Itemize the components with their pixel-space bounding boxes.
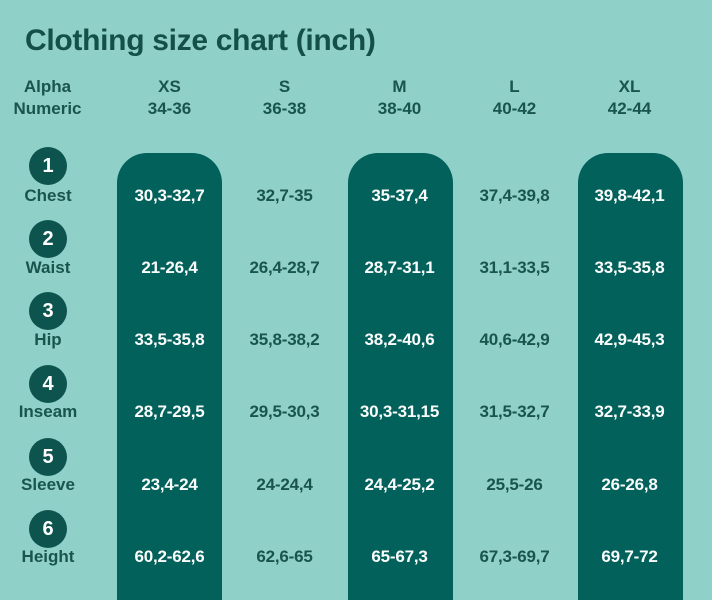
value-waist-xl: 33,5-35,8	[594, 258, 665, 277]
page-title: Clothing size chart (inch)	[25, 24, 376, 57]
value-sleeve-l: 25,5-26	[486, 475, 543, 494]
row-label-inseam: Inseam	[18, 402, 78, 421]
row-number-badge: 6	[29, 510, 67, 548]
value-chest-l: 37,4-39,8	[479, 186, 550, 205]
header-alpha-numeric: Alpha Numeric	[0, 76, 105, 120]
value-sleeve-xs: 23,4-24	[141, 475, 198, 494]
value-hip-l: 40,6-42,9	[479, 330, 550, 349]
row-number-badge: 3	[29, 292, 67, 330]
size-numeric-label: 42-44	[607, 99, 652, 118]
value-hip-m: 38,2-40,6	[364, 330, 435, 349]
value-height-xl: 69,7-72	[601, 547, 658, 566]
value-height-xs: 60,2-62,6	[134, 547, 205, 566]
header-alpha-line: Alpha	[23, 77, 72, 96]
size-numeric-label: 36-38	[262, 99, 307, 118]
value-sleeve-s: 24-24,4	[256, 475, 313, 494]
value-sleeve-xl: 26-26,8	[601, 475, 658, 494]
value-hip-xl: 42,9-45,3	[594, 330, 665, 349]
size-alpha-label: XS	[158, 77, 181, 96]
size-numeric-label: 34-36	[147, 99, 192, 118]
header-size-s: S 36-38	[227, 76, 342, 120]
value-height-s: 62,6-65	[256, 547, 313, 566]
size-alpha-label: M	[392, 77, 407, 96]
row-number-badge: 1	[29, 147, 67, 185]
value-inseam-xl: 32,7-33,9	[594, 402, 665, 421]
header-numeric-line: Numeric	[13, 99, 82, 118]
value-inseam-s: 29,5-30,3	[249, 402, 320, 421]
header-size-l: L 40-42	[457, 76, 572, 120]
value-inseam-m: 30,3-31,15	[359, 402, 440, 421]
row-label-hip: Hip	[34, 330, 62, 349]
header-size-xs: XS 34-36	[112, 76, 227, 120]
value-inseam-l: 31,5-32,7	[479, 402, 550, 421]
value-waist-xs: 21-26,4	[141, 258, 198, 277]
value-height-l: 67,3-69,7	[479, 547, 550, 566]
size-numeric-label: 40-42	[492, 99, 537, 118]
size-alpha-label: L	[509, 77, 520, 96]
header-size-m: M 38-40	[342, 76, 457, 120]
value-hip-s: 35,8-38,2	[249, 330, 320, 349]
value-inseam-xs: 28,7-29,5	[134, 402, 205, 421]
size-alpha-label: XL	[618, 77, 641, 96]
value-chest-xl: 39,8-42,1	[594, 186, 665, 205]
row-number-badge: 5	[29, 438, 67, 476]
header-size-xl: XL 42-44	[572, 76, 687, 120]
m-column-band	[348, 153, 453, 600]
value-height-m: 65-67,3	[371, 547, 428, 566]
value-waist-m: 28,7-31,1	[364, 258, 435, 277]
value-waist-s: 26,4-28,7	[249, 258, 320, 277]
row-label-waist: Waist	[25, 258, 71, 277]
value-chest-s: 32,7-35	[256, 186, 313, 205]
row-label-sleeve: Sleeve	[21, 475, 75, 494]
row-label-chest: Chest	[24, 186, 72, 205]
row-number-badge: 4	[29, 365, 67, 403]
xs-column-band	[117, 153, 222, 600]
value-hip-xs: 33,5-35,8	[134, 330, 205, 349]
xl-column-band	[578, 153, 683, 600]
value-sleeve-m: 24,4-25,2	[364, 475, 435, 494]
size-alpha-label: S	[278, 77, 291, 96]
row-label-height: Height	[21, 547, 75, 566]
value-waist-l: 31,1-33,5	[479, 258, 550, 277]
value-chest-xs: 30,3-32,7	[134, 186, 205, 205]
row-number-badge: 2	[29, 220, 67, 258]
value-chest-m: 35-37,4	[371, 186, 428, 205]
size-numeric-label: 38-40	[377, 99, 422, 118]
